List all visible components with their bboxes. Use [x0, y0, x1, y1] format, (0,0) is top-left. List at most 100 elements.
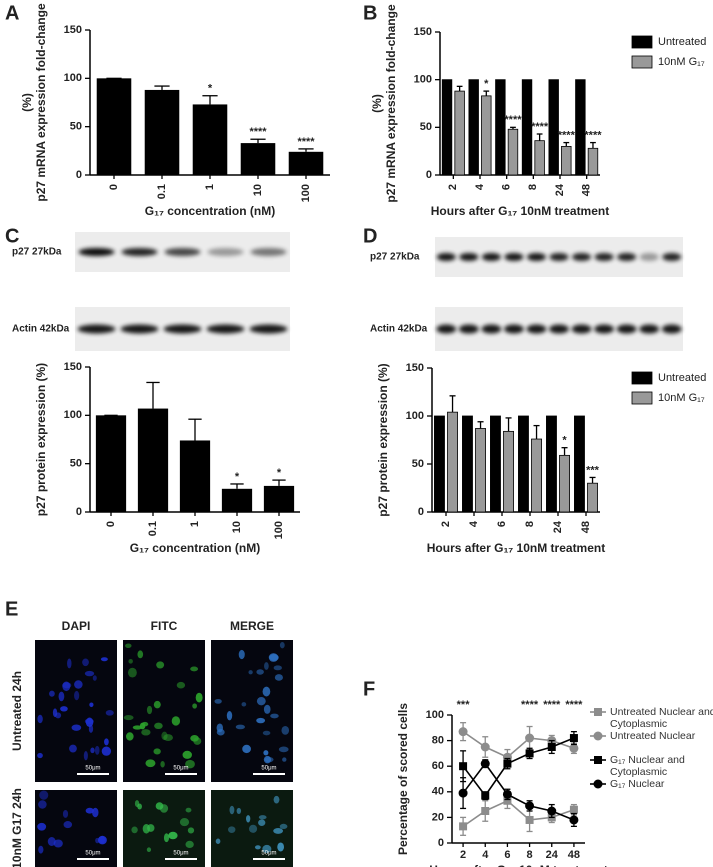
cell — [176, 681, 186, 689]
cell — [60, 706, 68, 712]
y-axis-label: (%) — [20, 93, 34, 112]
micrograph — [123, 640, 205, 782]
y-tick-label: 150 — [64, 361, 82, 373]
cell — [277, 842, 285, 852]
x-axis-label: Hours after G₁₇ 10nM treatment — [429, 863, 607, 867]
x-tick-label: 1 — [204, 184, 216, 190]
error-bar — [589, 476, 596, 484]
bar — [288, 151, 324, 175]
legend-label: Untreated Nuclear and Cytoplasmic — [610, 706, 713, 730]
cell — [137, 650, 144, 659]
significance: **** — [521, 699, 539, 711]
blot-label: Actin 42kDa — [12, 324, 70, 335]
significance: **** — [584, 129, 602, 141]
cell — [105, 710, 114, 716]
error-bar — [272, 479, 286, 486]
bar — [548, 79, 559, 176]
x-tick-label: 0.1 — [156, 184, 168, 199]
blot-band — [459, 253, 479, 261]
y-tick-label: 80 — [432, 735, 444, 747]
significance: * — [208, 83, 213, 95]
bar — [221, 488, 253, 512]
panel-letter: A — [5, 2, 19, 24]
legend-marker — [594, 756, 602, 764]
y-axis-label: p27 mRNA expression fold-change — [384, 4, 398, 203]
blot-band — [661, 324, 682, 334]
blot-band — [121, 248, 158, 256]
cell — [263, 750, 269, 756]
bar — [95, 415, 127, 512]
blot-band — [571, 324, 592, 334]
bar — [503, 430, 514, 513]
bar — [561, 145, 572, 176]
y-tick-label: 100 — [414, 74, 432, 86]
error-bar — [510, 126, 516, 130]
x-tick-label: 6 — [504, 849, 510, 861]
error-bar — [561, 447, 568, 456]
significance: **** — [558, 129, 576, 141]
column-header: FITC — [151, 619, 178, 633]
legend-label: Untreated — [658, 36, 706, 48]
significance: * — [562, 435, 567, 447]
blot-label: Actin 42kDa — [370, 324, 428, 335]
marker — [480, 742, 490, 752]
bar — [462, 415, 473, 513]
y-tick-label: 50 — [70, 121, 82, 133]
marker — [547, 743, 556, 751]
marker — [459, 762, 468, 771]
bar — [441, 79, 453, 176]
cell — [49, 690, 55, 697]
y-tick-label: 50 — [70, 458, 82, 470]
cell — [195, 692, 203, 703]
column-header: DAPI — [62, 619, 91, 633]
cell — [236, 807, 242, 815]
marker — [481, 807, 490, 815]
cell — [38, 800, 47, 809]
cell — [82, 658, 89, 667]
blot-band — [458, 324, 479, 334]
significance: * — [235, 471, 240, 483]
marker — [503, 759, 512, 768]
cell — [229, 805, 235, 815]
bar — [96, 78, 132, 175]
cell — [104, 738, 109, 746]
legend-marker — [594, 708, 602, 716]
error-bar — [230, 483, 244, 489]
x-tick-label: 100 — [273, 521, 285, 539]
cell — [256, 717, 266, 724]
cell — [71, 724, 82, 731]
error-bar — [536, 133, 543, 141]
panel-letter: B — [363, 2, 377, 24]
marker — [569, 805, 578, 814]
y-axis-label: p27 protein expression (%) — [376, 363, 390, 516]
blot-band — [662, 253, 682, 261]
bar — [434, 415, 445, 513]
marker — [502, 789, 512, 799]
error-bar — [202, 95, 218, 105]
y-tick-label: 100 — [64, 409, 82, 421]
cell — [238, 649, 245, 660]
cell — [185, 840, 194, 849]
legend-swatch — [631, 371, 653, 385]
bar — [475, 428, 486, 513]
x-axis-label: Hours after G₁₇ 10nM treatment — [431, 204, 609, 218]
x-tick-label: 24 — [554, 183, 566, 196]
scale-bar-label: 50μm — [173, 766, 188, 772]
error-bar — [563, 141, 570, 147]
panel-letter: C — [5, 225, 19, 247]
cell — [126, 732, 134, 741]
significance: **** — [531, 121, 549, 133]
x-axis-label: G₁₇ concentration (nM) — [130, 541, 260, 555]
cell — [282, 757, 287, 762]
legend-label: Untreated Nuclear — [610, 730, 696, 742]
error-bar — [477, 421, 484, 429]
cell — [278, 746, 289, 753]
x-tick-label: 48 — [580, 521, 592, 533]
error-bar — [298, 148, 314, 152]
bar — [137, 408, 169, 512]
bar — [546, 415, 557, 513]
blot-label: p27 27kDa — [12, 247, 62, 258]
bar — [447, 411, 458, 513]
legend-marker — [593, 731, 603, 741]
blot-band — [436, 324, 457, 334]
